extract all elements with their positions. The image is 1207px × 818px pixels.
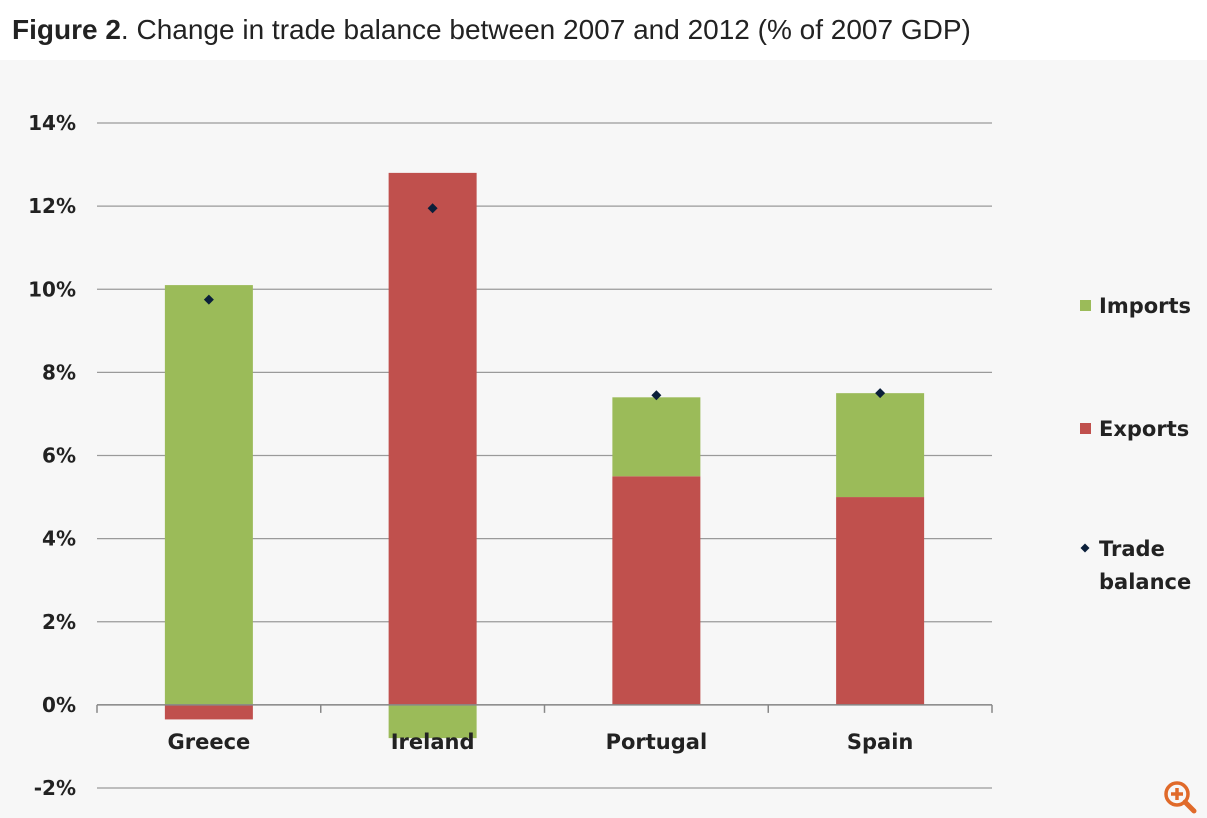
legend-swatch-imports (1080, 300, 1091, 311)
y-tick-label: 0% (42, 693, 76, 717)
y-tick-label: 14% (28, 111, 76, 135)
category-label-spain: Spain (847, 730, 913, 754)
category-label-portugal: Portugal (606, 730, 708, 754)
legend-label-trade-balance: balance (1099, 570, 1191, 594)
trade-balance-marker-portugal (651, 390, 662, 401)
legend-label-exports: Exports (1099, 417, 1189, 441)
y-tick-label: -2% (34, 776, 76, 800)
bar-imports-ireland (388, 704, 477, 739)
figure-caption: . Change in trade balance between 2007 a… (120, 14, 971, 45)
y-tick-label: 4% (42, 527, 76, 551)
y-tick-label: 2% (42, 610, 76, 634)
trade-balance-marker-spain (875, 388, 886, 399)
trade-balance-markers (203, 203, 886, 401)
bar-exports-greece (164, 704, 253, 720)
legend: Imports Exports Trade balance (1080, 294, 1191, 594)
legend-swatch-trade-balance (1080, 543, 1090, 553)
legend-swatch-exports (1080, 423, 1091, 434)
y-tick-label: 6% (42, 444, 76, 468)
category-label-ireland: Ireland (391, 730, 475, 754)
x-axis-category-labels: Greece Ireland Portugal Spain (167, 730, 913, 754)
y-axis-tick-labels: 14% 12% 10% 8% 6% 4% 2% 0% -2% (28, 111, 76, 800)
bar-exports-portugal (612, 476, 701, 705)
figure-number: Figure 2 (12, 14, 121, 45)
category-label-greece: Greece (167, 730, 250, 754)
bar-imports-spain (836, 393, 925, 498)
bar-imports-portugal (612, 397, 701, 477)
y-tick-label: 8% (42, 360, 76, 384)
trade-balance-marker-ireland (427, 203, 438, 214)
figure-title: Figure 2. Change in trade balance betwee… (12, 14, 971, 46)
bars (164, 172, 925, 739)
x-axis (96, 704, 993, 713)
legend-label-trade-balance: Trade (1099, 537, 1165, 561)
bar-exports-spain (836, 497, 925, 705)
legend-label-imports: Imports (1099, 294, 1191, 318)
bar-exports-ireland (388, 172, 477, 705)
trade-balance-marker-greece (203, 294, 214, 305)
bar-imports-greece (164, 285, 253, 705)
y-tick-label: 10% (28, 277, 76, 301)
zoom-in-icon[interactable] (1163, 780, 1197, 814)
y-tick-label: 12% (28, 194, 76, 218)
